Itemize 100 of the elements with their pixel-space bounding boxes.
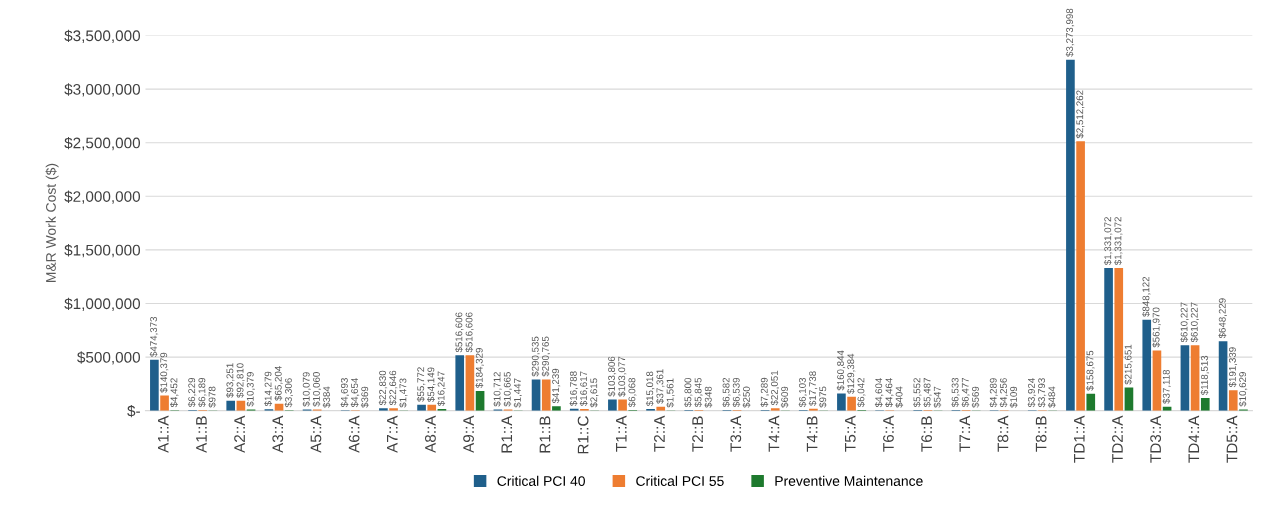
data-label: $10,629: [1238, 372, 1248, 407]
data-label: $610,227: [1180, 302, 1189, 343]
bar: [226, 400, 236, 411]
data-label: $547: [933, 386, 942, 408]
data-label: $37,361: [656, 369, 665, 404]
data-label: $290,765: [541, 336, 550, 377]
y-tick-label: $3,000,000: [64, 83, 141, 97]
data-label: $10,379: [246, 372, 255, 407]
y-tick-label: $-: [127, 404, 140, 418]
x-tick-label: A8::A: [425, 415, 436, 453]
data-label: $103,806: [607, 356, 617, 397]
data-label: $384: [322, 386, 331, 408]
data-label: $16,247: [437, 371, 446, 407]
x-tick-label: A7::A: [387, 415, 398, 453]
bar: [1104, 267, 1113, 411]
bar: [1076, 141, 1085, 411]
data-label: $5,800: [684, 377, 693, 408]
data-label: $55,772: [416, 367, 426, 402]
data-label: $6,042: [857, 378, 866, 408]
data-label: $4,604: [874, 377, 884, 408]
bar: [465, 355, 475, 411]
x-tick-label: T7::A: [959, 415, 971, 452]
data-label: $14,279: [264, 371, 273, 407]
x-tick-label: T2::A: [654, 415, 665, 452]
x-tick-label: R1::A: [501, 415, 513, 453]
data-label: $160,844: [836, 350, 846, 391]
x-tick-label: T4::B: [806, 416, 818, 452]
data-label: $158,675: [1086, 350, 1095, 391]
data-label: $22,051: [770, 370, 780, 406]
bar: [150, 359, 159, 411]
x-tick-label: A1::A: [158, 415, 169, 453]
bar: [427, 404, 437, 411]
data-label: $41,239: [551, 368, 561, 404]
data-label: $103,077: [617, 356, 627, 397]
x-tick-label: A5::A: [310, 415, 322, 453]
data-label: $1,331,072: [1114, 217, 1123, 266]
x-tick-label: A1::B: [196, 416, 207, 453]
x-tick-label: T1::A: [616, 415, 627, 452]
data-label: $4,256: [999, 378, 1009, 408]
x-tick-label: TD2::A: [1112, 415, 1123, 463]
data-label: $4,693: [340, 378, 349, 408]
bar: [847, 396, 856, 411]
data-label: $474,373: [149, 316, 159, 357]
bar: [455, 355, 465, 411]
data-label: $2,615: [589, 378, 599, 408]
bar: [1142, 319, 1152, 411]
data-label: $17,738: [808, 371, 818, 406]
data-label: $215,651: [1124, 344, 1133, 385]
data-label: $484: [1047, 386, 1056, 408]
data-label: $16,788: [569, 371, 578, 406]
bar: [541, 379, 551, 411]
data-label: $10,079: [302, 372, 311, 407]
bar: [1086, 393, 1096, 411]
data-label: $129,384: [846, 353, 856, 394]
y-tick-label: $500,000: [77, 351, 141, 365]
data-label: $3,793: [1037, 378, 1047, 408]
bar: [1152, 350, 1162, 411]
data-label: $7,289: [760, 377, 769, 408]
data-label: $516,606: [455, 312, 464, 353]
data-label: $978: [208, 386, 217, 408]
data-label: $516,606: [465, 312, 474, 353]
data-label: $6,533: [951, 377, 960, 408]
bar: [837, 393, 846, 411]
x-tick-label: R1::C: [577, 416, 589, 454]
data-label: $16,617: [579, 371, 589, 407]
data-label: $22,646: [388, 370, 398, 406]
data-label: $848,122: [1142, 276, 1151, 317]
data-label: $109: [1009, 386, 1018, 408]
bar: [1180, 345, 1190, 411]
data-label: $37,118: [1162, 369, 1171, 404]
legend-label: Preventive Maintenance: [775, 475, 923, 486]
x-tick-label: TD4::A: [1188, 415, 1200, 463]
bar: [1228, 390, 1238, 411]
data-label: $6,189: [198, 377, 207, 408]
y-axis-title: M&R Work Cost ($): [45, 163, 59, 282]
data-label: $22,830: [378, 370, 388, 406]
data-label: $184,329: [475, 348, 484, 389]
x-tick-label: T5::A: [845, 415, 856, 452]
data-label: $1,561: [666, 378, 675, 408]
bar: [1200, 397, 1210, 411]
data-label: $1,447: [513, 378, 523, 408]
data-label: $6,582: [722, 377, 731, 408]
data-label: $191,339: [1228, 347, 1238, 388]
bar: [1114, 267, 1124, 411]
data-label: $5,845: [694, 377, 703, 408]
data-label: $92,810: [236, 363, 245, 398]
data-label: $93,251: [226, 363, 235, 398]
data-label: $140,379: [159, 352, 169, 393]
data-label: $975: [818, 386, 827, 408]
data-label: $290,535: [531, 336, 540, 377]
data-label: $1,473: [399, 378, 408, 408]
bar: [770, 408, 780, 411]
data-label: $2,512,262: [1075, 90, 1085, 139]
x-tick-label: T6::B: [921, 416, 933, 452]
data-label: $648,229: [1218, 298, 1227, 339]
x-tick-label: T2::B: [692, 416, 703, 452]
data-label: $10,060: [312, 372, 321, 407]
data-label: $610,227: [1190, 302, 1199, 343]
x-tick-label: TD1::A: [1074, 415, 1085, 463]
x-tick-label: A3::A: [272, 415, 284, 453]
